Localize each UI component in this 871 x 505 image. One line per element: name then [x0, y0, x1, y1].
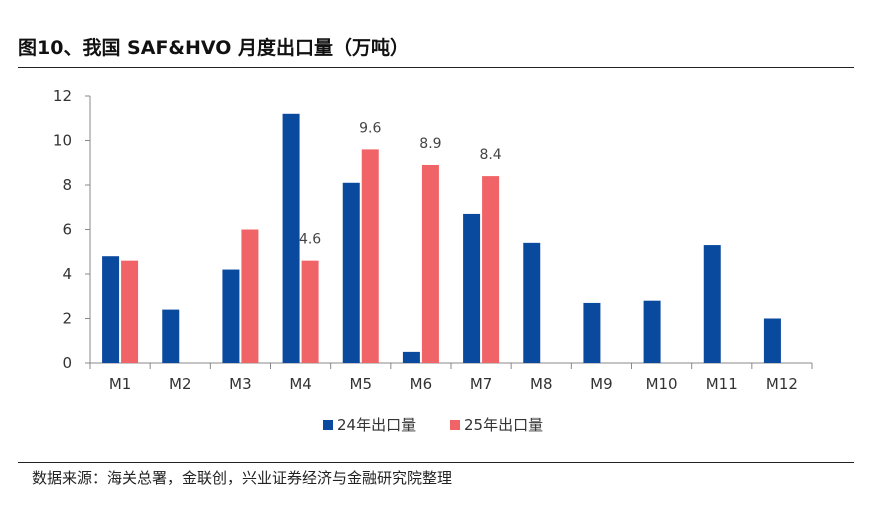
y-tick-label: 4: [62, 265, 72, 283]
bar-series1-M5: [361, 149, 379, 363]
chart-title: 图10、我国 SAF&HVO 月度出口量（万吨）: [18, 37, 410, 59]
x-tick-label: M12: [766, 375, 798, 393]
bar-series0-M8: [523, 242, 541, 363]
bar-series0-M7: [463, 213, 481, 363]
data-label: 9.6: [359, 120, 381, 136]
bar-series0-M5: [342, 182, 360, 363]
y-tick-label: 10: [53, 132, 72, 150]
x-tick-label: M11: [706, 375, 738, 393]
bar-series1-M6: [421, 164, 439, 363]
x-tick-label: M9: [590, 375, 613, 393]
x-tick-label: M2: [169, 375, 192, 393]
legend-swatch: [450, 420, 460, 430]
x-axis: M1 M2 M3 M4 M5 M6 M7 M8 M9 M10 M11 M12: [89, 362, 813, 393]
bar-series0-M4: [282, 113, 300, 363]
bar-series0-M11: [703, 245, 721, 363]
title-divider: [18, 67, 854, 68]
data-label: 8.4: [479, 147, 501, 163]
x-tick-label: M10: [646, 375, 678, 393]
data-label: 8.9: [419, 136, 441, 152]
bar-series0-M6: [402, 351, 420, 363]
source-divider: [18, 462, 854, 463]
bar-series1-M7: [482, 176, 500, 363]
source-note: 数据来源：海关总署，金联创，兴业证券经济与金融研究院整理: [32, 469, 453, 487]
bar-series0-M10: [643, 300, 661, 363]
legend-swatch: [323, 420, 333, 430]
legend-label: 24年出口量: [337, 416, 416, 434]
x-tick-label: M3: [229, 375, 252, 393]
y-axis: 0 2 4 6 8 10 12: [53, 87, 91, 372]
bar-series0-M2: [162, 309, 180, 363]
x-tick-label: M5: [350, 375, 373, 393]
x-tick-label: M1: [109, 375, 132, 393]
bars: [102, 113, 781, 363]
bar-series0-M9: [583, 302, 601, 363]
bar-series0-M12: [763, 318, 781, 363]
bar-series0-M3: [222, 269, 240, 363]
y-tick-label: 2: [62, 310, 72, 328]
x-tick-label: M6: [410, 375, 433, 393]
x-tick-label: M8: [530, 375, 553, 393]
y-tick-label: 12: [53, 87, 72, 105]
legend: 24年出口量 25年出口量: [323, 416, 543, 434]
y-tick-label: 0: [62, 354, 72, 372]
x-tick-label: M7: [470, 375, 493, 393]
x-tick-label: M4: [289, 375, 312, 393]
data-label: 4.6: [299, 232, 321, 248]
bar-series0-M1: [102, 256, 120, 363]
y-tick-label: 8: [62, 176, 72, 194]
y-tick-label: 6: [62, 221, 72, 239]
bar-series1-M4: [301, 260, 319, 363]
bar-series1-M3: [241, 229, 259, 363]
bar-series1-M1: [121, 260, 139, 363]
data-labels: 4.6 9.6 8.9 8.4: [299, 120, 502, 247]
legend-label: 25年出口量: [464, 416, 543, 434]
